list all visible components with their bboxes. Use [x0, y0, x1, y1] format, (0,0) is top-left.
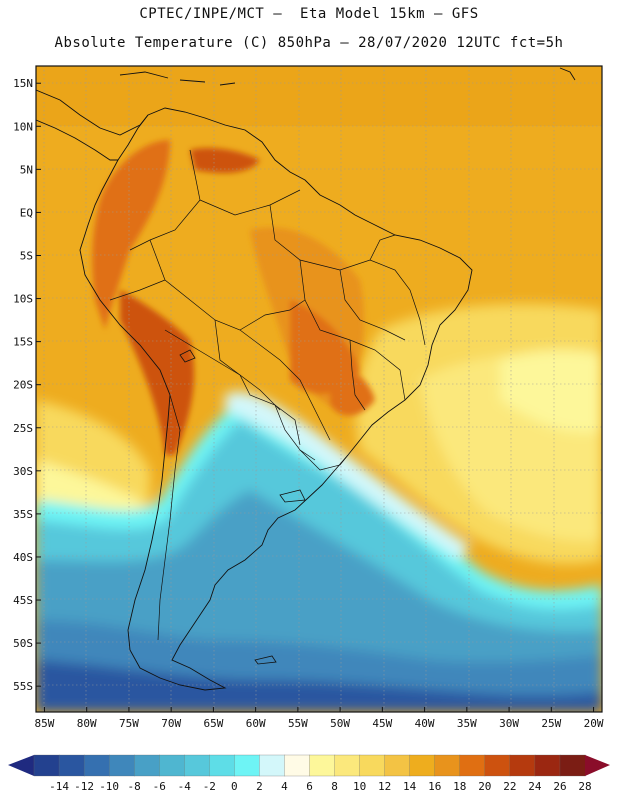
lat-tick-label: EQ	[20, 206, 33, 219]
lon-tick-label: 75W	[119, 717, 139, 730]
colorbar-cells	[33, 754, 586, 777]
lat-tick-label: 35S	[13, 508, 33, 521]
central-america-coastline	[36, 89, 149, 161]
colorbar-cell	[509, 754, 536, 777]
lat-tick-label: 45S	[13, 594, 33, 607]
colorbar: -14 -12 -10 -8 -6 -4 -2 0 2 4 6 8 10 12 14 16 18 20 22 24 26…	[8, 754, 610, 793]
colorbar-cell	[259, 754, 286, 777]
colorbar-cell	[384, 754, 411, 777]
colorbar-label: 8	[331, 780, 338, 793]
lakes	[179, 349, 306, 665]
colorbar-label: 10	[353, 780, 366, 793]
colorbar-label: -2	[203, 780, 216, 793]
colorbar-cell	[209, 754, 236, 777]
lon-tick-label: 25W	[541, 717, 561, 730]
colorbar-cell	[33, 754, 60, 777]
lat-tick-label: 20S	[13, 379, 33, 392]
south-america-coastline	[79, 107, 473, 691]
colorbar-label: -14	[49, 780, 69, 793]
lon-tick-label: 20W	[584, 717, 604, 730]
colorbar-label: 28	[578, 780, 591, 793]
lon-tick-label: 55W	[288, 717, 308, 730]
colorbar-cell	[134, 754, 160, 777]
colorbar-label: -10	[99, 780, 119, 793]
colorbar-cell	[184, 754, 210, 777]
colorbar-cell	[334, 754, 361, 777]
colorbar-label: -8	[128, 780, 141, 793]
colorbar-low-arrow	[8, 755, 34, 776]
lat-tick-label: 40S	[13, 551, 33, 564]
lon-tick-label: 50W	[330, 717, 350, 730]
colorbar-cell	[309, 754, 336, 777]
lat-tick-label: 50S	[13, 637, 33, 650]
lat-tick-label: 10S	[13, 293, 33, 306]
temperature-field	[36, 66, 602, 712]
colorbar-cell	[58, 754, 85, 777]
lon-tick-label: 30W	[499, 717, 519, 730]
colorbar-label: 20	[478, 780, 491, 793]
colorbar-cell	[409, 754, 436, 777]
lat-tick-label: 15N	[13, 77, 33, 90]
colorbar-label: 22	[503, 780, 516, 793]
map-title-variable: Absolute Temperature (C) 850hPa – 28/07/…	[54, 35, 564, 51]
lon-tick-label: 65W	[203, 717, 223, 730]
colorbar-cell	[108, 754, 135, 777]
plot-frame	[35, 65, 603, 713]
colorbar-cell	[284, 754, 311, 777]
colorbar-label: 24	[528, 780, 542, 793]
colorbar-cell	[234, 754, 261, 777]
colorbar-high-arrow	[585, 755, 610, 776]
colorbar-cell	[484, 754, 511, 777]
colorbar-label: 16	[428, 780, 441, 793]
lat-tick-label: 55S	[13, 680, 33, 693]
colorbar-label: 12	[378, 780, 391, 793]
country-borders	[109, 149, 426, 641]
lon-tick-label: 85W	[35, 717, 55, 730]
colorbar-cell	[559, 754, 586, 777]
lon-tick-label: 60W	[246, 717, 266, 730]
map-title-model: CPTEC/INPE/MCT – Eta Model 15km – GFS	[139, 6, 479, 22]
longitude-axis: 85W 80W 75W 70W 65W 60W 55W 50W 45W 40W 35W 30W 25W 2…	[35, 707, 604, 730]
colorbar-label: 4	[281, 780, 288, 793]
colorbar-labels: -14 -12 -10 -8 -6 -4 -2 0 2 4 6 8 10 12 14 16 18 20 22 24 26…	[49, 780, 592, 793]
lat-tick-label: 30S	[13, 465, 33, 478]
colorbar-label: 18	[453, 780, 466, 793]
colorbar-label: -12	[74, 780, 94, 793]
colorbar-label: -6	[153, 780, 166, 793]
colorbar-cell	[359, 754, 386, 777]
colorbar-cell	[159, 754, 185, 777]
colorbar-label: 6	[306, 780, 313, 793]
colorbar-label: 26	[553, 780, 566, 793]
colorbar-cell	[459, 754, 486, 777]
colorbar-label: 14	[403, 780, 417, 793]
caribbean-islands	[119, 67, 576, 86]
colorbar-cell	[83, 754, 110, 777]
lon-tick-label: 80W	[77, 717, 97, 730]
lon-tick-label: 35W	[457, 717, 477, 730]
lat-tick-label: 10N	[13, 120, 33, 133]
lat-tick-label: 15S	[13, 336, 33, 349]
lon-tick-label: 40W	[415, 717, 435, 730]
lat-tick-label: 5N	[20, 163, 33, 176]
lon-tick-label: 70W	[161, 717, 181, 730]
lon-tick-label: 45W	[372, 717, 392, 730]
lat-tick-label: 25S	[13, 422, 33, 435]
colorbar-label: -4	[178, 780, 192, 793]
lat-tick-label: 5S	[20, 249, 33, 262]
temperature-map: 15N 10N 5N EQ 5S 10S 15S 20S 25S 30S 35S 40S 45S 50S 5…	[13, 65, 604, 730]
colorbar-cell	[434, 754, 461, 777]
colorbar-label: 2	[256, 780, 263, 793]
colorbar-cell	[534, 754, 561, 777]
colorbar-label: 0	[231, 780, 238, 793]
latitude-axis: 15N 10N 5N EQ 5S 10S 15S 20S 25S 30S 35S 40S 45S 50S 5…	[13, 77, 41, 693]
